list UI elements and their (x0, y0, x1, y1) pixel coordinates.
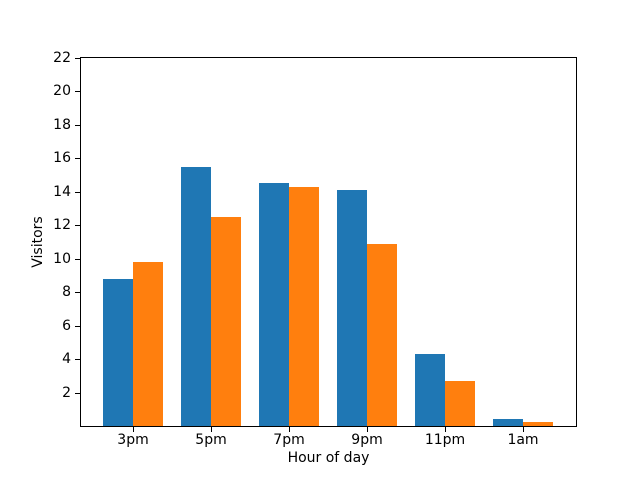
y-tick-label: 8 (62, 284, 71, 300)
y-tick-label: 20 (53, 83, 71, 99)
y-tick-mark (75, 326, 80, 327)
x-tick-label: 11pm (424, 432, 466, 448)
bar-orange-5pm (211, 217, 241, 426)
y-tick-mark (75, 125, 80, 126)
y-tick-mark (75, 393, 80, 394)
x-tick-label: 7pm (273, 432, 305, 448)
y-tick-label: 10 (53, 251, 71, 267)
y-tick-mark (75, 58, 80, 59)
y-tick-mark (75, 359, 80, 360)
y-tick-mark (75, 158, 80, 159)
x-tick-label: 1am (507, 432, 539, 448)
y-tick-label: 6 (62, 318, 71, 334)
bar-blue-3pm (103, 279, 133, 426)
bar-orange-11pm (445, 381, 475, 426)
bar-orange-7pm (289, 187, 319, 426)
bar-blue-11pm (415, 354, 445, 426)
x-tick-label: 9pm (351, 432, 383, 448)
x-tick-mark (445, 427, 446, 432)
y-tick-mark (75, 192, 80, 193)
x-tick-label: 5pm (195, 432, 227, 448)
y-tick-label: 4 (62, 351, 71, 367)
x-tick-label: 3pm (117, 432, 149, 448)
bar-orange-3pm (133, 262, 163, 426)
y-tick-mark (75, 292, 80, 293)
y-tick-mark (75, 259, 80, 260)
y-tick-label: 22 (53, 50, 71, 66)
plot-area (80, 57, 577, 427)
bar-orange-1am (523, 422, 553, 426)
x-tick-mark (367, 427, 368, 432)
bar-blue-5pm (181, 167, 211, 426)
y-tick-label: 16 (53, 150, 71, 166)
y-tick-label: 12 (53, 217, 71, 233)
bar-blue-9pm (337, 190, 367, 426)
bar-blue-7pm (259, 183, 289, 426)
y-tick-label: 14 (53, 184, 71, 200)
x-axis-label: Hour of day (287, 450, 370, 466)
x-tick-mark (523, 427, 524, 432)
x-tick-mark (133, 427, 134, 432)
bar-orange-9pm (367, 244, 397, 426)
y-tick-label: 2 (62, 385, 71, 401)
x-tick-mark (289, 427, 290, 432)
y-tick-label: 18 (53, 117, 71, 133)
y-tick-mark (75, 225, 80, 226)
y-tick-mark (75, 91, 80, 92)
bar-blue-1am (493, 419, 523, 426)
x-tick-mark (211, 427, 212, 432)
